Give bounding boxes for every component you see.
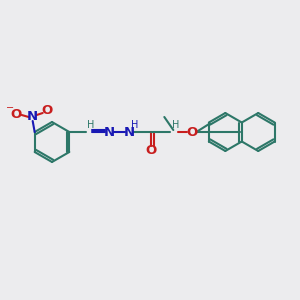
Text: O: O: [187, 125, 198, 139]
Text: N: N: [124, 125, 135, 139]
Text: N: N: [27, 110, 38, 122]
Text: O: O: [41, 104, 52, 118]
Text: H: H: [172, 120, 179, 130]
Text: O: O: [146, 145, 157, 158]
Text: O: O: [10, 107, 21, 121]
Text: N: N: [104, 125, 115, 139]
Text: H: H: [130, 120, 138, 130]
Text: −: −: [6, 103, 14, 113]
Text: H: H: [87, 120, 94, 130]
